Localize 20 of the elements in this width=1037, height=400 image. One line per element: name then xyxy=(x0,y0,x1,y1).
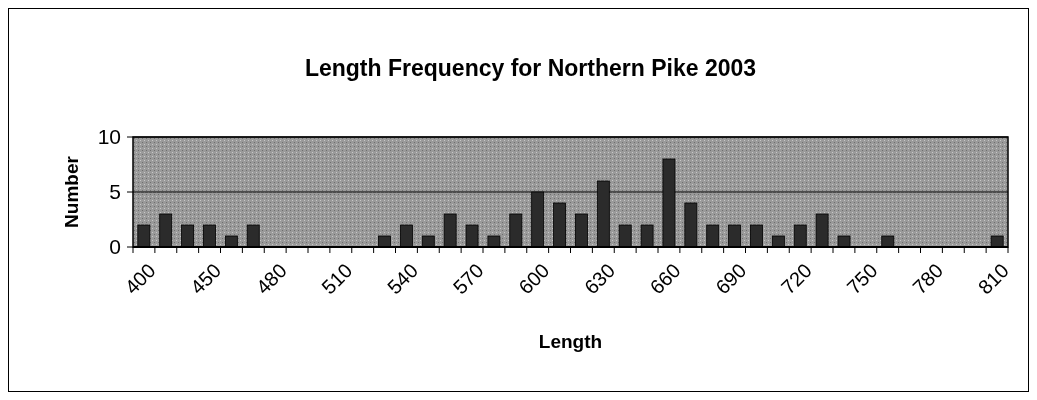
y-tick-label: 0 xyxy=(109,235,121,259)
x-tick-label: 690 xyxy=(711,259,751,299)
y-tick-label: 5 xyxy=(109,180,121,204)
x-axis-title: Length xyxy=(538,331,603,352)
x-tick-label: 600 xyxy=(514,259,554,299)
x-tick-label: 810 xyxy=(973,259,1013,299)
x-tick-label: 450 xyxy=(186,259,226,299)
x-tick-label: 720 xyxy=(776,259,817,299)
x-tick-label: 480 xyxy=(251,259,291,299)
x-tick-label: 630 xyxy=(579,259,620,299)
x-tick-label: 780 xyxy=(908,259,948,299)
y-axis-title: Number xyxy=(61,155,82,228)
x-tick-label: 540 xyxy=(383,259,423,299)
x-tick-label: 750 xyxy=(842,259,882,299)
x-tick-label: 400 xyxy=(120,259,160,299)
x-tick-label: 570 xyxy=(448,259,488,299)
x-tick-label: 660 xyxy=(645,259,685,299)
x-tick-label: 510 xyxy=(317,259,357,299)
chart-title: Length Frequency for Northern Pike 2003 xyxy=(304,55,757,81)
y-tick-label: 10 xyxy=(97,125,121,149)
